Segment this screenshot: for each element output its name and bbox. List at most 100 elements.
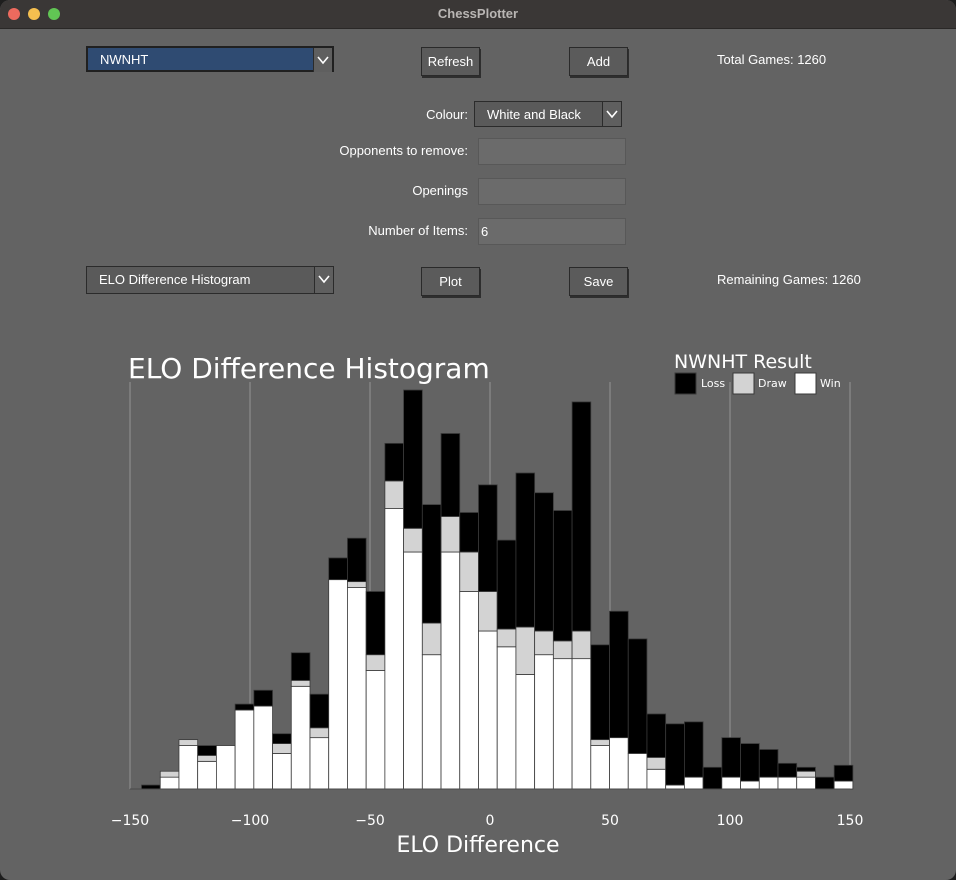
openings-input[interactable] (478, 178, 626, 205)
bar-draw (384, 480, 405, 509)
colour-select-value: White and Black (487, 107, 581, 122)
bar-draw (459, 551, 479, 592)
bar-loss (796, 766, 816, 772)
bar-win (440, 551, 461, 790)
bar-win (290, 685, 311, 790)
bar-loss (534, 492, 554, 632)
bar-win (365, 670, 386, 790)
chevron-down-icon[interactable] (602, 102, 621, 126)
minimize-window-button[interactable] (28, 8, 40, 20)
bar-win (496, 646, 517, 790)
bar-loss (496, 539, 517, 630)
bar-win (272, 753, 292, 790)
bar-draw (552, 640, 573, 660)
legend-label-loss: Loss (701, 377, 725, 390)
bar-draw (515, 626, 536, 675)
window-title: ChessPlotter (437, 6, 519, 21)
bar-win (646, 768, 667, 790)
bar-draw (646, 757, 667, 770)
legend-title: NWNHT Result (674, 351, 812, 373)
bar-loss (403, 389, 423, 529)
bar-draw (197, 755, 217, 762)
bar-loss (702, 766, 723, 790)
bar-draw (309, 727, 330, 739)
bar-win (684, 776, 704, 790)
bar-win (609, 737, 629, 790)
chevron-down-icon[interactable] (314, 267, 333, 293)
bar-win (833, 780, 854, 790)
bar-win (627, 753, 648, 790)
x-tick-label: 50 (601, 813, 619, 829)
bar-draw (272, 743, 292, 754)
opponents-input[interactable] (478, 138, 626, 165)
bar-win (552, 658, 573, 790)
colour-select[interactable]: White and Black (474, 101, 622, 127)
bar-win (534, 654, 554, 790)
x-tick-label: 0 (486, 813, 495, 829)
legend: NWNHT Result Loss Draw Win (674, 351, 841, 395)
zoom-window-button[interactable] (48, 8, 60, 20)
bar-draw (421, 622, 442, 656)
bar-loss (684, 721, 704, 778)
x-tick-label: −50 (355, 813, 385, 829)
bar-win (403, 551, 423, 790)
legend-swatch-win (794, 372, 817, 395)
bar-loss (815, 776, 835, 790)
bar-win (590, 745, 610, 790)
bar-loss (290, 652, 311, 681)
plot-type-select-value: ELO Difference Histogram (99, 272, 251, 287)
legend-swatch-loss (674, 372, 697, 395)
bar-loss (141, 784, 161, 790)
opponents-label: Opponents to remove: (339, 143, 468, 158)
bar-loss (234, 703, 255, 711)
player-select[interactable]: NWNHT (86, 46, 334, 72)
x-axis-label: ELO Difference (396, 833, 559, 858)
bar-loss (459, 512, 479, 553)
bar-draw (571, 630, 592, 660)
save-button[interactable]: Save (569, 267, 628, 296)
bar-draw (403, 527, 423, 553)
bar-loss (365, 591, 386, 656)
bar-win (159, 776, 180, 790)
refresh-button[interactable]: Refresh (421, 47, 480, 76)
plot-button[interactable]: Plot (421, 267, 480, 296)
bar-win (178, 745, 199, 790)
bar-win (347, 587, 367, 790)
bar-loss (515, 472, 536, 628)
bar-win (515, 674, 536, 790)
title-bar: ChessPlotter (0, 0, 956, 29)
plot-type-select[interactable]: ELO Difference Histogram (86, 266, 334, 294)
bar-win (721, 776, 741, 790)
bar-loss (609, 610, 629, 739)
bar-win (740, 780, 760, 790)
bar-draw (159, 770, 180, 778)
number-of-items-input[interactable]: 6 (478, 218, 626, 245)
bar-win (478, 630, 498, 790)
bar-loss (758, 749, 779, 778)
add-button[interactable]: Add (569, 47, 628, 76)
openings-label: Openings (412, 183, 468, 198)
number-of-items-label: Number of Items: (368, 223, 468, 238)
bar-loss (665, 723, 685, 786)
close-window-button[interactable] (8, 8, 20, 20)
bar-draw (440, 516, 461, 553)
bar-loss (384, 442, 405, 482)
bar-win (421, 654, 442, 790)
bar-loss (552, 510, 573, 642)
bar-win (758, 776, 779, 790)
bar-draw (478, 591, 498, 632)
chevron-down-icon[interactable] (313, 48, 332, 72)
legend-swatch-draw (732, 372, 755, 395)
bar-win (309, 737, 330, 790)
bar-draw (496, 628, 517, 648)
bar-loss (272, 733, 292, 744)
bar-win (215, 745, 236, 790)
remaining-games-label: Remaining Games: 1260 (717, 272, 861, 287)
bar-loss (253, 689, 273, 707)
bar-win (459, 591, 479, 790)
bar-win (197, 760, 217, 790)
bar-draw (290, 679, 311, 687)
bar-draw (178, 739, 199, 746)
bar-draw (796, 770, 816, 778)
